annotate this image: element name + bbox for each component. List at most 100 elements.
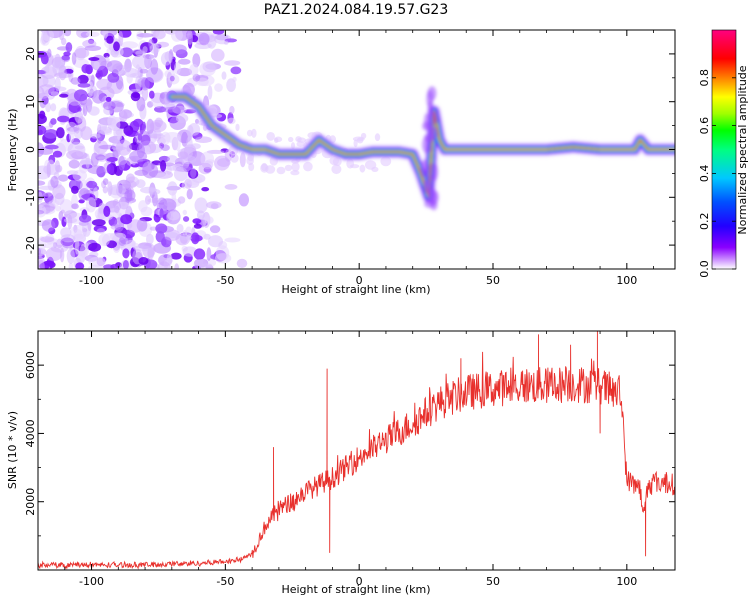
spectrogram-noise-blob <box>246 156 254 166</box>
spectrogram-noise-blob <box>85 197 97 213</box>
spectrogram-noise-blob <box>192 53 201 68</box>
spectrogram-noise-blob <box>134 130 151 146</box>
spectrogram-noise-blob <box>124 189 136 202</box>
spectrogram-y-tick-label: 10 <box>24 95 37 109</box>
spectrogram-noise-blob <box>149 132 163 137</box>
spectrogram-noise-blob <box>202 61 218 73</box>
snr-x-label: Height of straight line (km) <box>281 583 430 596</box>
spectrogram-noise-blob <box>115 139 132 156</box>
spectrogram-noise-blob <box>40 53 49 65</box>
spectrogram-noise-blob <box>152 30 166 40</box>
spectrogram-noise-blob <box>132 118 144 127</box>
spectrogram-noise-blob <box>139 68 149 74</box>
figure-title: PAZ1.2024.084.19.57.G23 <box>264 2 449 18</box>
spectrogram-noise-blob <box>43 192 53 197</box>
snr-frame <box>37 330 676 571</box>
ridge-smear <box>420 159 430 178</box>
spectrogram-noise-blob <box>207 85 213 100</box>
spectrogram-noise-blob <box>190 143 201 150</box>
spectrogram-noise-blob <box>67 214 73 230</box>
spectrogram-noise-blob <box>81 63 90 74</box>
spectrogram-noise-blob <box>167 211 180 221</box>
spectrogram-noise-blob <box>74 48 90 59</box>
spectrogram-noise-blob <box>198 32 210 46</box>
spectrogram-noise-blob <box>168 74 180 85</box>
spectrogram-noise-blob <box>185 226 193 237</box>
spectrogram-noise-blob <box>155 231 165 243</box>
spectrogram-y-tick-label: 20 <box>24 47 37 61</box>
spectrogram-noise-blob <box>41 30 55 41</box>
spectrogram-noise-blob <box>108 101 124 113</box>
spectrogram-noise-blob <box>94 153 111 160</box>
spectrogram-noise-blob <box>91 219 106 227</box>
spectrogram-noise-blob <box>190 232 200 245</box>
spectrogram-ridge <box>164 86 675 211</box>
spectrogram-noise-blob <box>77 116 87 132</box>
spectrogram-noise-blob <box>114 201 132 217</box>
spectrogram-y-tick-label: -10 <box>24 188 37 206</box>
spectrogram-noise-blob <box>95 72 101 78</box>
spectrogram-noise-blob <box>79 243 88 258</box>
spectrogram-x-tick-label: -50 <box>216 274 234 287</box>
spectrogram-noise-blob <box>177 151 189 159</box>
spectrogram-noise-blob <box>136 33 154 38</box>
spectrogram-noise-blob <box>350 164 360 169</box>
snr-x-tick-label: 50 <box>486 575 500 588</box>
spectrogram-noise-blob <box>122 180 137 189</box>
spectrogram-noise-blob <box>149 226 158 231</box>
snr-y-tick-label: 2000 <box>24 488 37 516</box>
spectrogram-noise-blob <box>276 166 286 175</box>
spectrogram-noise-blob <box>71 203 79 210</box>
colorbar-ticks: 0.0 0.2 0.4 0.6 0.8 <box>698 69 736 278</box>
snr-x-tick-label: -50 <box>216 575 234 588</box>
spectrogram-noise-blob <box>148 55 156 60</box>
spectrogram-noise-blob <box>118 31 124 47</box>
spectrogram-noise-blob <box>186 136 193 153</box>
snr-x-tick-label: -100 <box>79 575 104 588</box>
spectrogram-noise-blob <box>160 52 173 66</box>
colorbar-tick-label: 0.6 <box>698 117 711 135</box>
spectrogram-noise-blob <box>238 193 249 207</box>
colorbar-gradient <box>712 30 736 269</box>
spectrogram-noise-blob <box>44 65 50 74</box>
spectrogram-x-tick-label: -100 <box>79 274 104 287</box>
ridge-smear <box>422 136 433 154</box>
spectrogram-noise-blob <box>58 30 65 41</box>
spectrogram-noise-blob <box>45 102 51 113</box>
spectrogram-noise-blob <box>52 184 66 200</box>
spectrogram-noise-blob <box>77 82 91 88</box>
spectrogram-noise-blob <box>158 198 177 212</box>
spectrogram-noise-blob <box>88 242 102 252</box>
spectrogram-noise-blob <box>102 30 109 39</box>
spectrogram-noise-blob <box>50 175 59 188</box>
colorbar-frame <box>711 29 737 270</box>
spectrogram-noise-blob <box>71 185 79 194</box>
spectrogram-noise-blob <box>38 180 46 186</box>
spectrogram-noise-blob <box>182 209 187 216</box>
spectrogram-noise-blob <box>78 188 90 201</box>
spectrogram-noise-blob <box>154 172 167 179</box>
spectrogram-noise-blob <box>96 78 112 90</box>
spectrogram-noise-blob <box>332 157 342 166</box>
spectrogram-noise-blob <box>113 41 120 52</box>
spectrogram-noise-blob <box>88 57 100 61</box>
spectrogram-noise-blob <box>140 78 150 91</box>
spectrogram-noise-blob <box>248 162 255 172</box>
spectrogram-noise-blob <box>135 50 146 57</box>
spectrogram-noise-blob <box>201 263 213 268</box>
spectrogram-noise-blob <box>60 209 65 214</box>
spectrogram-noise-blob <box>170 30 183 42</box>
spectrogram-noise-blob <box>108 184 126 196</box>
spectrogram-noise-blob <box>150 58 159 75</box>
spectrogram-noise-blob <box>71 52 77 65</box>
ridge-smear <box>428 123 435 137</box>
spectrogram-noise-blob <box>110 264 118 269</box>
spectrogram-noise-blob <box>40 236 55 243</box>
spectrogram-noise-blob <box>261 162 268 172</box>
spectrogram-noise-blob <box>98 144 117 150</box>
spectrogram-noise-blob <box>66 150 84 160</box>
spectrogram-noise-blob <box>214 83 223 92</box>
spectrogram-noise-blob <box>119 47 134 58</box>
spectrogram-noise-blob <box>138 257 149 265</box>
